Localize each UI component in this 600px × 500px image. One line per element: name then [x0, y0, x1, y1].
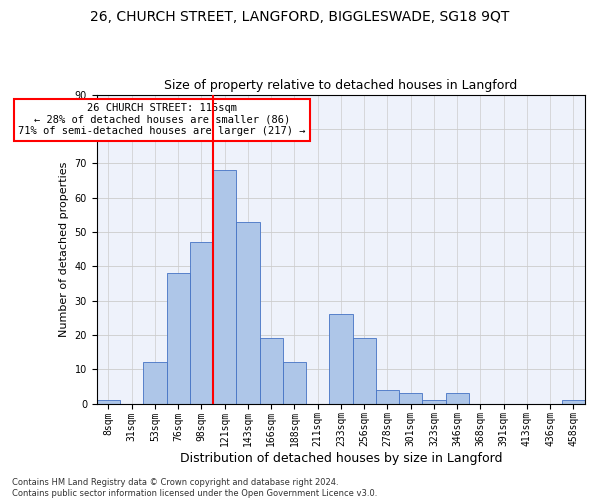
Text: Contains HM Land Registry data © Crown copyright and database right 2024.
Contai: Contains HM Land Registry data © Crown c…	[12, 478, 377, 498]
Bar	[97, 400, 120, 404]
Bar	[376, 390, 399, 404]
Bar	[422, 400, 445, 404]
Bar	[329, 314, 353, 404]
Bar	[399, 394, 422, 404]
Bar	[283, 362, 306, 404]
Bar	[353, 338, 376, 404]
Title: Size of property relative to detached houses in Langford: Size of property relative to detached ho…	[164, 79, 517, 92]
Bar	[236, 222, 260, 404]
Bar	[190, 242, 213, 404]
Y-axis label: Number of detached properties: Number of detached properties	[59, 162, 69, 336]
Bar	[562, 400, 585, 404]
Bar	[167, 273, 190, 404]
Text: 26 CHURCH STREET: 115sqm
← 28% of detached houses are smaller (86)
71% of semi-d: 26 CHURCH STREET: 115sqm ← 28% of detach…	[18, 103, 305, 136]
X-axis label: Distribution of detached houses by size in Langford: Distribution of detached houses by size …	[179, 452, 502, 465]
Bar	[445, 394, 469, 404]
Bar	[260, 338, 283, 404]
Bar	[213, 170, 236, 404]
Text: 26, CHURCH STREET, LANGFORD, BIGGLESWADE, SG18 9QT: 26, CHURCH STREET, LANGFORD, BIGGLESWADE…	[91, 10, 509, 24]
Bar	[143, 362, 167, 404]
